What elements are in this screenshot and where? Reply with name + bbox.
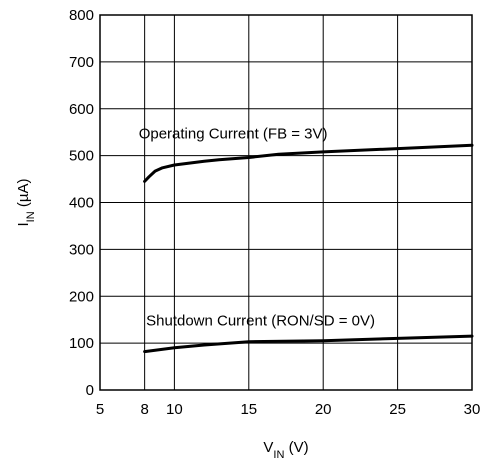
y-axis-title-main: I (15, 222, 32, 226)
x-tick-label: 8 (140, 401, 148, 418)
plot-frame (99, 14, 473, 391)
x-axis-title: VIN (V) (263, 439, 308, 461)
x-tick-label: 30 (464, 401, 481, 418)
series-label-shutdown: Shutdown Current (RON/SD = 0V) (146, 312, 375, 329)
y-tick-label: 100 (69, 335, 94, 352)
y-axis-title-sub: IN (25, 211, 37, 222)
y-tick-label: 400 (69, 195, 94, 212)
x-tick-label: 5 (96, 401, 104, 418)
y-axis-title: IIN (µA) (15, 179, 37, 227)
y-tick-label: 700 (69, 54, 94, 71)
series-label-operating: Operating Current (FB = 3V) (139, 125, 328, 142)
annotation-layer: Operating Current (FB = 3V) Shutdown Curr… (139, 125, 375, 329)
x-axis-title-unit: (V) (284, 439, 308, 456)
series-line-shutdown (143, 334, 474, 354)
x-axis-title-main: V (263, 439, 273, 456)
x-tick-label: 10 (166, 401, 183, 418)
y-tick-label: 300 (69, 241, 94, 258)
grid (100, 15, 472, 390)
y-tick-label: 0 (86, 382, 94, 399)
x-tick-label: 20 (315, 401, 332, 418)
y-tick-label: 500 (69, 148, 94, 165)
y-tick-label: 800 (69, 7, 94, 24)
tick-layer: 0 100 200 300 400 500 600 700 800 5 8 10 15 20 25 30 (69, 7, 480, 418)
y-axis-title-unit: (µA) (15, 179, 32, 212)
y-tick-label: 600 (69, 101, 94, 118)
y-tick-label: 200 (69, 288, 94, 305)
x-tick-label: 15 (240, 401, 257, 418)
series-line-operating (143, 143, 474, 183)
x-axis-title-sub: IN (273, 449, 284, 461)
x-tick-label: 25 (389, 401, 406, 418)
series-layer (143, 143, 474, 354)
